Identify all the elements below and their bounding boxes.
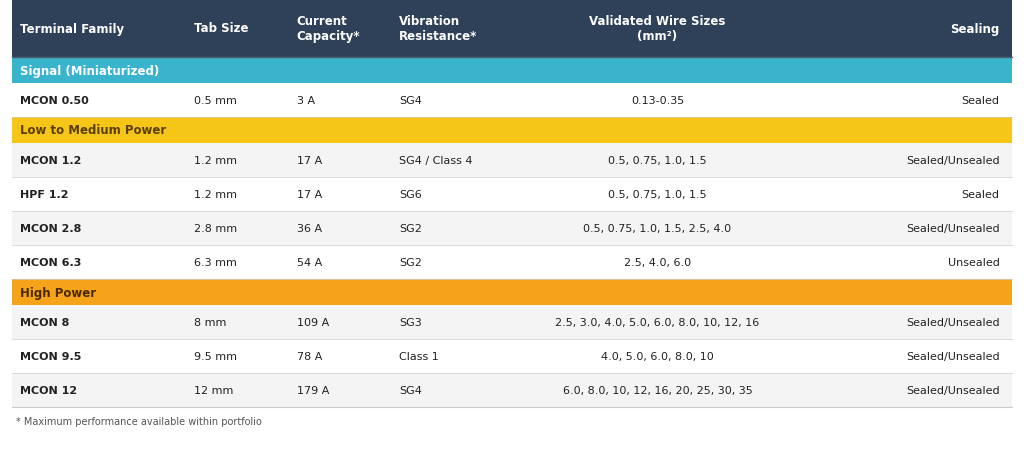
Text: 0.5, 0.75, 1.0, 1.5, 2.5, 4.0: 0.5, 0.75, 1.0, 1.5, 2.5, 4.0	[584, 224, 731, 234]
Text: Validated Wire Sizes
(mm²): Validated Wire Sizes (mm²)	[589, 15, 726, 43]
Text: 1.2 mm: 1.2 mm	[195, 156, 238, 166]
Bar	[12, 280, 1012, 305]
Bar	[12, 212, 1012, 246]
Text: 6.0, 8.0, 10, 12, 16, 20, 25, 30, 35: 6.0, 8.0, 10, 12, 16, 20, 25, 30, 35	[562, 385, 753, 395]
Text: 0.5, 0.75, 1.0, 1.5: 0.5, 0.75, 1.0, 1.5	[608, 190, 707, 200]
Text: 8 mm: 8 mm	[195, 317, 226, 327]
Text: Sealed/Unsealed: Sealed/Unsealed	[906, 224, 999, 234]
Text: 3 A: 3 A	[297, 96, 315, 106]
Text: SG4: SG4	[399, 385, 422, 395]
Text: Terminal Family: Terminal Family	[20, 22, 124, 35]
Text: 6.3 mm: 6.3 mm	[195, 257, 238, 268]
Text: 0.13-0.35: 0.13-0.35	[631, 96, 684, 106]
Bar	[12, 178, 1012, 212]
Bar	[12, 373, 1012, 407]
Text: 2.8 mm: 2.8 mm	[195, 224, 238, 234]
Text: SG2: SG2	[399, 257, 422, 268]
Text: 17 A: 17 A	[297, 190, 322, 200]
Bar	[12, 246, 1012, 280]
Text: 78 A: 78 A	[297, 351, 323, 361]
Text: 0.5, 0.75, 1.0, 1.5: 0.5, 0.75, 1.0, 1.5	[608, 156, 707, 166]
Text: Current
Capacity*: Current Capacity*	[297, 15, 360, 43]
Text: Low to Medium Power: Low to Medium Power	[20, 124, 167, 137]
Text: SG2: SG2	[399, 224, 422, 234]
Text: 54 A: 54 A	[297, 257, 322, 268]
Text: MCON 0.50: MCON 0.50	[20, 96, 89, 106]
Text: Sealed: Sealed	[962, 96, 999, 106]
Text: MCON 1.2: MCON 1.2	[20, 156, 82, 166]
Text: High Power: High Power	[20, 286, 96, 299]
Bar	[12, 0, 1012, 58]
Text: Sealed/Unsealed: Sealed/Unsealed	[906, 156, 999, 166]
Text: MCON 9.5: MCON 9.5	[20, 351, 82, 361]
Text: HPF 1.2: HPF 1.2	[20, 190, 69, 200]
Text: 2.5, 4.0, 6.0: 2.5, 4.0, 6.0	[624, 257, 691, 268]
Text: SG6: SG6	[399, 190, 422, 200]
Text: 12 mm: 12 mm	[195, 385, 233, 395]
Text: 9.5 mm: 9.5 mm	[195, 351, 238, 361]
Text: Vibration
Resistance*: Vibration Resistance*	[399, 15, 477, 43]
Text: 179 A: 179 A	[297, 385, 329, 395]
Text: MCON 6.3: MCON 6.3	[20, 257, 82, 268]
Text: Tab Size: Tab Size	[195, 22, 249, 35]
Text: 109 A: 109 A	[297, 317, 329, 327]
Text: MCON 12: MCON 12	[20, 385, 78, 395]
Text: Signal (Miniaturized): Signal (Miniaturized)	[20, 64, 160, 77]
Text: 4.0, 5.0, 6.0, 8.0, 10: 4.0, 5.0, 6.0, 8.0, 10	[601, 351, 714, 361]
Text: 17 A: 17 A	[297, 156, 322, 166]
Text: 2.5, 3.0, 4.0, 5.0, 6.0, 8.0, 10, 12, 16: 2.5, 3.0, 4.0, 5.0, 6.0, 8.0, 10, 12, 16	[555, 317, 760, 327]
Bar	[12, 305, 1012, 339]
Text: 36 A: 36 A	[297, 224, 322, 234]
Text: Sealed/Unsealed: Sealed/Unsealed	[906, 317, 999, 327]
Bar	[12, 118, 1012, 144]
Text: 1.2 mm: 1.2 mm	[195, 190, 238, 200]
Text: Sealed: Sealed	[962, 190, 999, 200]
Text: MCON 2.8: MCON 2.8	[20, 224, 82, 234]
Text: SG4 / Class 4: SG4 / Class 4	[399, 156, 473, 166]
Text: 0.5 mm: 0.5 mm	[195, 96, 238, 106]
Bar	[12, 144, 1012, 178]
Text: Sealing: Sealing	[950, 22, 999, 35]
Text: MCON 8: MCON 8	[20, 317, 70, 327]
Bar	[12, 339, 1012, 373]
Text: Sealed/Unsealed: Sealed/Unsealed	[906, 351, 999, 361]
Text: Class 1: Class 1	[399, 351, 439, 361]
Bar	[12, 58, 1012, 84]
Text: Sealed/Unsealed: Sealed/Unsealed	[906, 385, 999, 395]
Text: SG3: SG3	[399, 317, 422, 327]
Bar	[12, 84, 1012, 118]
Text: SG4: SG4	[399, 96, 422, 106]
Text: Unsealed: Unsealed	[947, 257, 999, 268]
Text: * Maximum performance available within portfolio: * Maximum performance available within p…	[16, 416, 262, 426]
